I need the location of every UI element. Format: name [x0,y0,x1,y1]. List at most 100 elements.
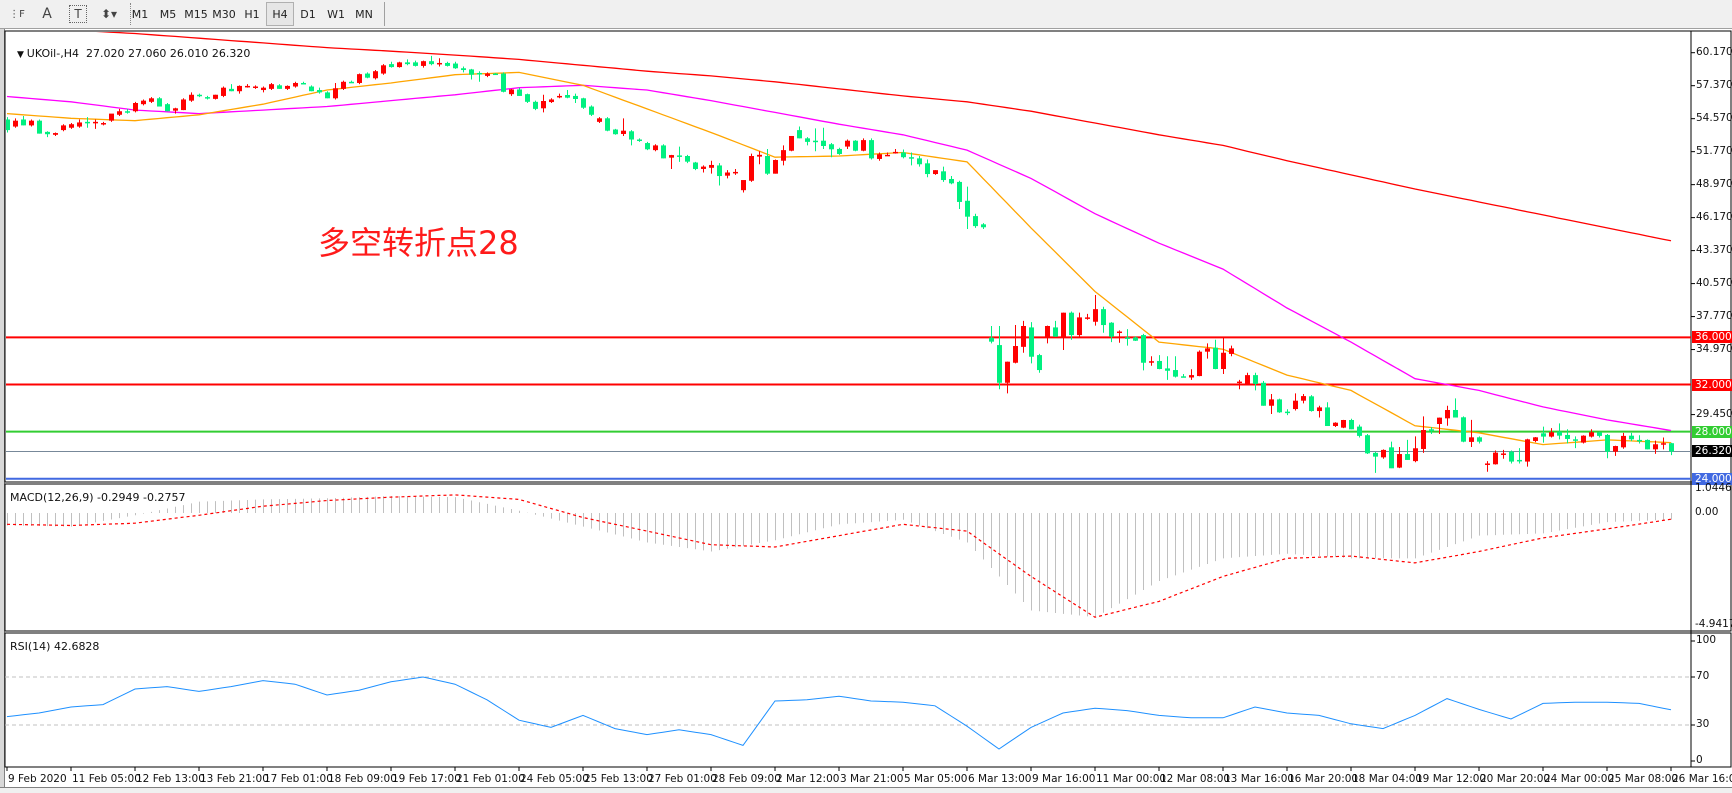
candle-body [341,81,346,89]
candle-body [181,99,186,111]
candle [53,132,58,136]
candle [1021,320,1026,353]
candle [413,60,418,67]
candle-body [837,148,842,155]
candle [533,100,538,111]
candle [1493,450,1498,465]
candle [925,159,930,178]
candle-body [1141,335,1146,363]
candle-body [693,162,698,169]
collapse-triangle-icon[interactable]: ▼ [17,50,27,60]
candle-body [109,113,114,121]
candle [333,82,338,100]
candle [789,135,794,152]
candle [1597,431,1602,438]
candle [797,126,802,139]
candle-body [1389,447,1394,469]
text-label-icon[interactable]: T [69,5,87,23]
candle [1629,432,1634,442]
candle [373,70,378,80]
candle-body [261,87,266,91]
timeframe-m15[interactable]: M15 [184,7,208,21]
candle [821,127,826,149]
candle-body [1181,376,1186,378]
candle-body [621,130,626,134]
candle-body [429,61,434,65]
candle [1557,423,1562,440]
candle-body [157,98,162,107]
candle [1029,322,1034,364]
candle [1277,398,1282,413]
candle [469,68,474,80]
main-pane-frame [4,30,1732,483]
grid-f-icon[interactable]: ⋮F [9,8,25,20]
candle-body [1341,420,1346,428]
candle [813,128,818,152]
candle [1573,436,1578,449]
timeframe-m1[interactable]: M1 [131,7,149,21]
time-label: 25 Feb 13:00 [584,773,653,785]
candle [1509,450,1514,464]
candle [1165,356,1170,380]
candle-body [741,180,746,191]
candle [293,81,298,88]
candle [1413,436,1418,463]
candle [845,139,850,149]
candle-body [485,73,490,76]
candle-body [949,178,954,184]
candle-body [941,171,946,181]
candle-body [253,86,258,89]
toolbar-separator [130,3,133,25]
text-a-icon[interactable]: A [42,6,52,22]
candle [1157,355,1162,370]
candle [389,61,394,68]
candle-body [221,87,226,96]
candle-body [901,152,906,158]
candle-body [1333,422,1338,427]
candle [949,176,954,185]
timeframe-h1[interactable]: H1 [244,7,260,21]
candle-body [981,224,986,228]
candle [429,55,434,66]
candle-body [1661,443,1666,445]
candle [565,90,570,99]
candle-body [325,92,330,99]
candle-body [1565,434,1570,439]
macd-signal-line [6,494,1672,618]
candle-body [661,145,666,159]
candle-body [93,121,98,124]
timeframe-d1[interactable]: D1 [300,7,316,21]
candle [1461,416,1466,443]
candle-body [1573,439,1578,441]
candle-body [1109,322,1114,337]
arrows-icon[interactable]: ⬍▾ [100,7,118,21]
candle [637,138,642,142]
timeframe-h4[interactable]: H4 [266,2,294,26]
candle-body [277,85,282,89]
candle-body [845,140,850,147]
timeframe-mn[interactable]: MN [355,7,373,21]
timeframe-m5[interactable]: M5 [159,7,177,21]
candle-body [357,74,362,83]
level-tag-24.000: 24.000 [1692,472,1732,485]
candle-body [349,81,354,84]
candle [749,153,754,182]
candle [1381,449,1386,459]
candle-body [437,62,442,65]
candle-body [125,111,130,113]
candle-body [237,85,242,92]
bid-price-tag: 26.320 [1692,445,1732,458]
candle-body [445,62,450,66]
candle-body [1101,309,1106,326]
time-label: 12 Mar 08:00 [1160,773,1231,785]
candle [485,72,490,78]
candle-body [709,164,714,168]
chart-header: ▼ UKOil-,H4 27.020 27.060 26.010 26.320 [10,34,250,60]
rsi-tick-label: 30 [1696,718,1710,730]
timeframe-m30[interactable]: M30 [212,7,236,21]
candle-body [317,90,322,93]
candle-body [957,181,962,202]
candle [1469,419,1474,447]
timeframe-w1[interactable]: W1 [327,7,345,21]
